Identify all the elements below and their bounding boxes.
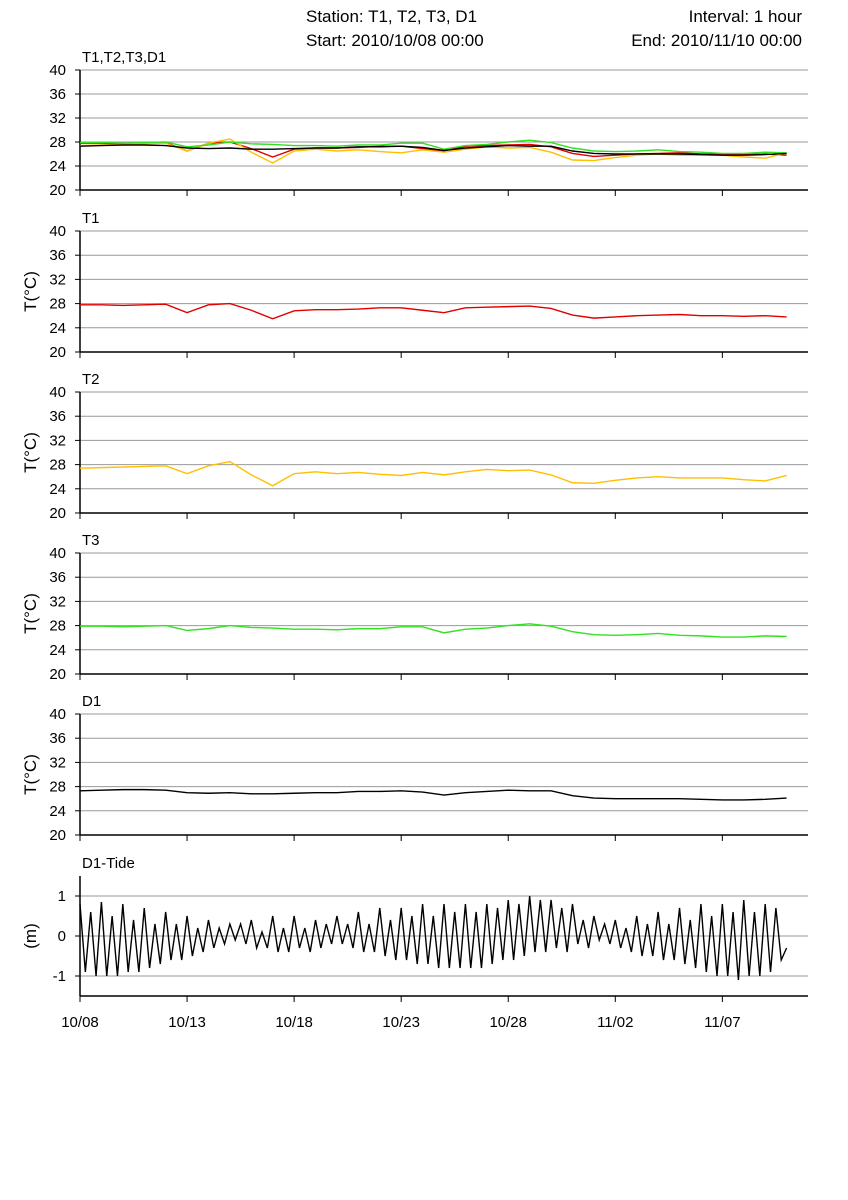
panel-title: T1 xyxy=(82,210,100,227)
y-tick-label: 32 xyxy=(49,754,66,771)
y-tick-label: 28 xyxy=(49,296,66,313)
y-tick-label: 32 xyxy=(49,271,66,288)
y-tick-label: 40 xyxy=(49,223,66,240)
y-axis-label: T(°C) xyxy=(21,754,40,795)
y-tick-label: 1 xyxy=(58,888,66,905)
x-tick-label: 10/13 xyxy=(168,1014,206,1031)
y-axis-label: T(°C) xyxy=(21,432,40,473)
y-axis-label: (m) xyxy=(21,923,40,948)
y-tick-label: 20 xyxy=(49,827,66,844)
y-tick-label: 24 xyxy=(49,158,66,175)
y-tick-label: 20 xyxy=(49,344,66,361)
y-tick-label: 32 xyxy=(49,593,66,610)
y-tick-label: 40 xyxy=(49,545,66,562)
panel-title: T2 xyxy=(82,371,100,388)
y-tick-label: 28 xyxy=(49,618,66,635)
y-tick-label: 20 xyxy=(49,505,66,522)
y-tick-label: 24 xyxy=(49,642,66,659)
y-tick-label: 28 xyxy=(49,134,66,151)
data-line xyxy=(79,460,787,487)
y-tick-label: 36 xyxy=(49,730,66,747)
x-tick-label: 10/28 xyxy=(489,1014,527,1031)
interval-label: Interval: 1 hour xyxy=(689,7,803,26)
data-line xyxy=(79,788,787,801)
y-tick-label: 36 xyxy=(49,86,66,103)
y-tick-label: 20 xyxy=(49,182,66,199)
start-label: Start: 2010/10/08 00:00 xyxy=(306,31,484,50)
y-tick-label: -1 xyxy=(53,968,66,985)
y-tick-label: 40 xyxy=(49,62,66,79)
y-tick-label: 32 xyxy=(49,110,66,127)
y-tick-label: 40 xyxy=(49,384,66,401)
y-tick-label: 24 xyxy=(49,803,66,820)
y-tick-label: 32 xyxy=(49,432,66,449)
y-axis-label: T(°C) xyxy=(21,271,40,312)
data-line xyxy=(80,139,787,155)
station-label: Station: T1, T2, T3, D1 xyxy=(306,7,477,26)
data-line xyxy=(79,144,787,156)
y-tick-label: 36 xyxy=(49,247,66,264)
x-tick-label: 11/02 xyxy=(597,1014,633,1031)
y-tick-label: 36 xyxy=(49,408,66,425)
y-tick-label: 24 xyxy=(49,320,66,337)
panel-title: T1,T2,T3,D1 xyxy=(82,49,166,66)
y-tick-label: 36 xyxy=(49,569,66,586)
y-tick-label: 28 xyxy=(49,779,66,796)
panel-title: D1-Tide xyxy=(82,855,135,872)
panel-title: D1 xyxy=(82,693,101,710)
x-tick-label: 10/18 xyxy=(275,1014,313,1031)
x-tick-label: 11/07 xyxy=(704,1014,740,1031)
x-tick-label: 10/08 xyxy=(61,1014,99,1031)
data-line xyxy=(80,302,787,320)
end-label: End: 2010/11/10 00:00 xyxy=(631,31,802,50)
panel-title: T3 xyxy=(82,532,100,549)
data-line xyxy=(80,623,787,638)
data-line xyxy=(79,895,788,981)
y-tick-label: 20 xyxy=(49,666,66,683)
x-tick-label: 10/23 xyxy=(382,1014,420,1031)
y-tick-label: 40 xyxy=(49,706,66,723)
y-axis-label: T(°C) xyxy=(21,593,40,634)
y-tick-label: 0 xyxy=(58,928,66,945)
y-tick-label: 24 xyxy=(49,481,66,498)
y-tick-label: 28 xyxy=(49,457,66,474)
